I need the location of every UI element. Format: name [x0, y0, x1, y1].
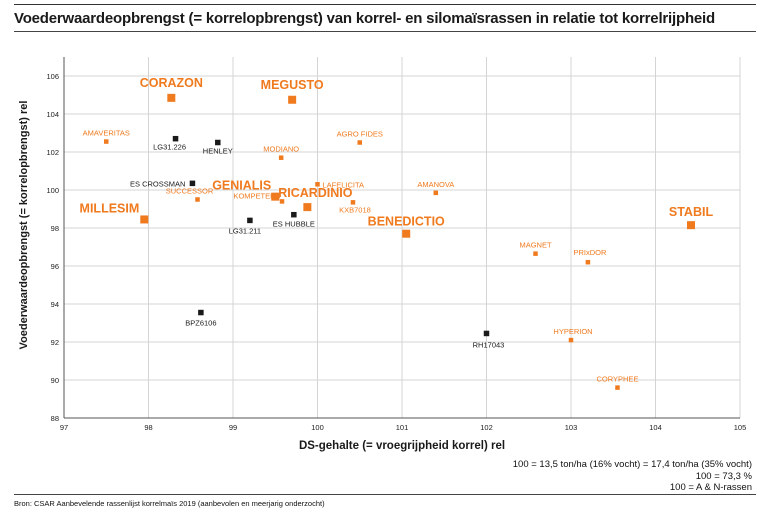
x-axis-label: DS-gehalte (= vroegrijpheid korrel) rel	[299, 440, 505, 452]
y-tick-label: 94	[51, 300, 59, 309]
x-tick-label: 102	[480, 423, 493, 432]
bottom-rule	[14, 494, 756, 495]
data-point-stabil	[686, 221, 695, 230]
x-tick-label: 99	[229, 423, 237, 432]
grid-layer	[63, 57, 741, 419]
x-tick-label: 105	[734, 423, 747, 432]
data-label-hyperion: HYPERION	[553, 327, 592, 336]
data-label-kompetens: KOMPETENS	[233, 191, 280, 200]
chart-title: Voederwaardeopbrengst (= korrelopbrengst…	[14, 10, 715, 27]
data-label-kxb7018: KXB7018	[339, 205, 371, 214]
data-point-genialis	[271, 192, 280, 201]
data-label-lg31-226: LG31.226	[153, 143, 186, 152]
data-label-amaveritas: AMAVERITAS	[83, 129, 130, 138]
x-tick-label: 104	[649, 423, 662, 432]
data-label-henley: HENLEY	[203, 147, 233, 156]
top-rule	[14, 4, 756, 5]
footnote: 100 = A & N-rassen	[669, 482, 752, 493]
x-tick-label: 101	[396, 423, 409, 432]
y-tick-label: 104	[46, 110, 59, 119]
data-label-rh17043: RH17043	[473, 340, 505, 349]
data-label-corazon: CORAZON	[140, 76, 203, 90]
data-label-benedictio: BENEDICTIO	[368, 215, 445, 229]
y-tick-label: 90	[51, 376, 59, 385]
y-axis-label: Voederwaardeopbrengst (= korrelopbrengst…	[18, 101, 30, 350]
x-tick-label: 98	[144, 423, 152, 432]
data-label-millesim: MILLESIM	[80, 201, 140, 215]
data-point-millesim	[140, 215, 149, 224]
data-point-henley	[215, 139, 221, 146]
y-tick-label: 100	[46, 186, 59, 195]
x-tick-label: 103	[565, 423, 578, 432]
data-point-bpz6106	[198, 309, 204, 316]
data-point-hyperion	[568, 337, 574, 343]
axis-layer: 88 90 92 94 96 98 100 102 104 106 97 98 99 100 101 102 1…	[46, 57, 746, 432]
y-tick-label: 88	[51, 414, 59, 423]
data-point-lg31-226	[172, 135, 179, 142]
y-tick-label: 92	[51, 338, 59, 347]
data-label-lafelicita: LAFELICITA	[323, 180, 365, 189]
data-point-magnet	[533, 251, 538, 256]
y-tick-label: 96	[51, 262, 59, 271]
data-point-benedictio	[402, 229, 411, 238]
data-label-amanova: AMANOVA	[417, 180, 454, 189]
data-point-successor	[195, 197, 200, 202]
data-point-prixdor	[585, 259, 591, 265]
data-label-magnet: MAGNET	[519, 241, 552, 250]
data-label-agro-fides: AGRO FIDES	[337, 130, 383, 139]
data-label-stabil: STABIL	[669, 205, 714, 219]
data-point-ricardinio	[303, 203, 312, 212]
data-label-ricardinio: RICARDINIO	[278, 186, 353, 200]
data-point-amaveritas	[104, 139, 109, 144]
y-tick-label: 102	[46, 148, 59, 157]
data-point-lg31-211	[247, 217, 253, 224]
points-layer: CORAZON MEGUSTO AMAVERITAS LG31.226 HENLEY AG…	[80, 76, 714, 390]
data-label-es-hubble: ES HUBBLE	[273, 220, 315, 229]
data-point-coryphee	[615, 385, 620, 390]
data-point-kompetens	[279, 199, 285, 204]
footnote: 100 = 13,5 ton/ha (16% vocht) = 17,4 ton…	[512, 459, 752, 470]
data-point-amanova	[433, 190, 439, 196]
data-label-es-crossman: ES CROSSMAN	[130, 179, 185, 188]
data-point-es-crossman	[189, 180, 196, 187]
data-label-modiano: MODIANO	[263, 145, 299, 154]
data-point-megusto	[288, 95, 297, 104]
data-label-successor: SUCCESSOR	[166, 187, 214, 196]
data-point-corazon	[167, 93, 176, 102]
x-tick-label: 100	[311, 423, 324, 432]
footnote: 100 = 73,3 %	[695, 470, 752, 482]
data-point-modiano	[278, 155, 284, 160]
footnotes: 100 = 13,5 ton/ha (16% vocht) = 17,4 ton…	[513, 459, 752, 494]
data-point-es-hubble	[291, 211, 297, 218]
data-label-bpz6106: BPZ6106	[185, 319, 216, 328]
x-tick-label: 97	[60, 423, 68, 432]
data-label-megusto: MEGUSTO	[261, 78, 324, 92]
y-tick-label: 106	[46, 72, 59, 81]
data-label-coryphee: CORYPHEE	[596, 375, 638, 384]
data-point-agro-fides	[357, 140, 362, 145]
data-point-lafelicita	[315, 182, 320, 187]
data-label-genialis: GENIALIS	[212, 179, 271, 193]
data-point-kxb7018	[350, 200, 356, 205]
y-tick-label: 98	[51, 224, 59, 233]
source-note: Bron: CSAR Aanbevelende rassenlijst korr…	[14, 499, 325, 508]
data-label-prixdor: PRIxDOR	[573, 248, 607, 257]
data-label-lg31-211: LG31.211	[229, 226, 261, 235]
title-rule	[14, 31, 756, 32]
data-point-rh17043	[483, 330, 490, 337]
